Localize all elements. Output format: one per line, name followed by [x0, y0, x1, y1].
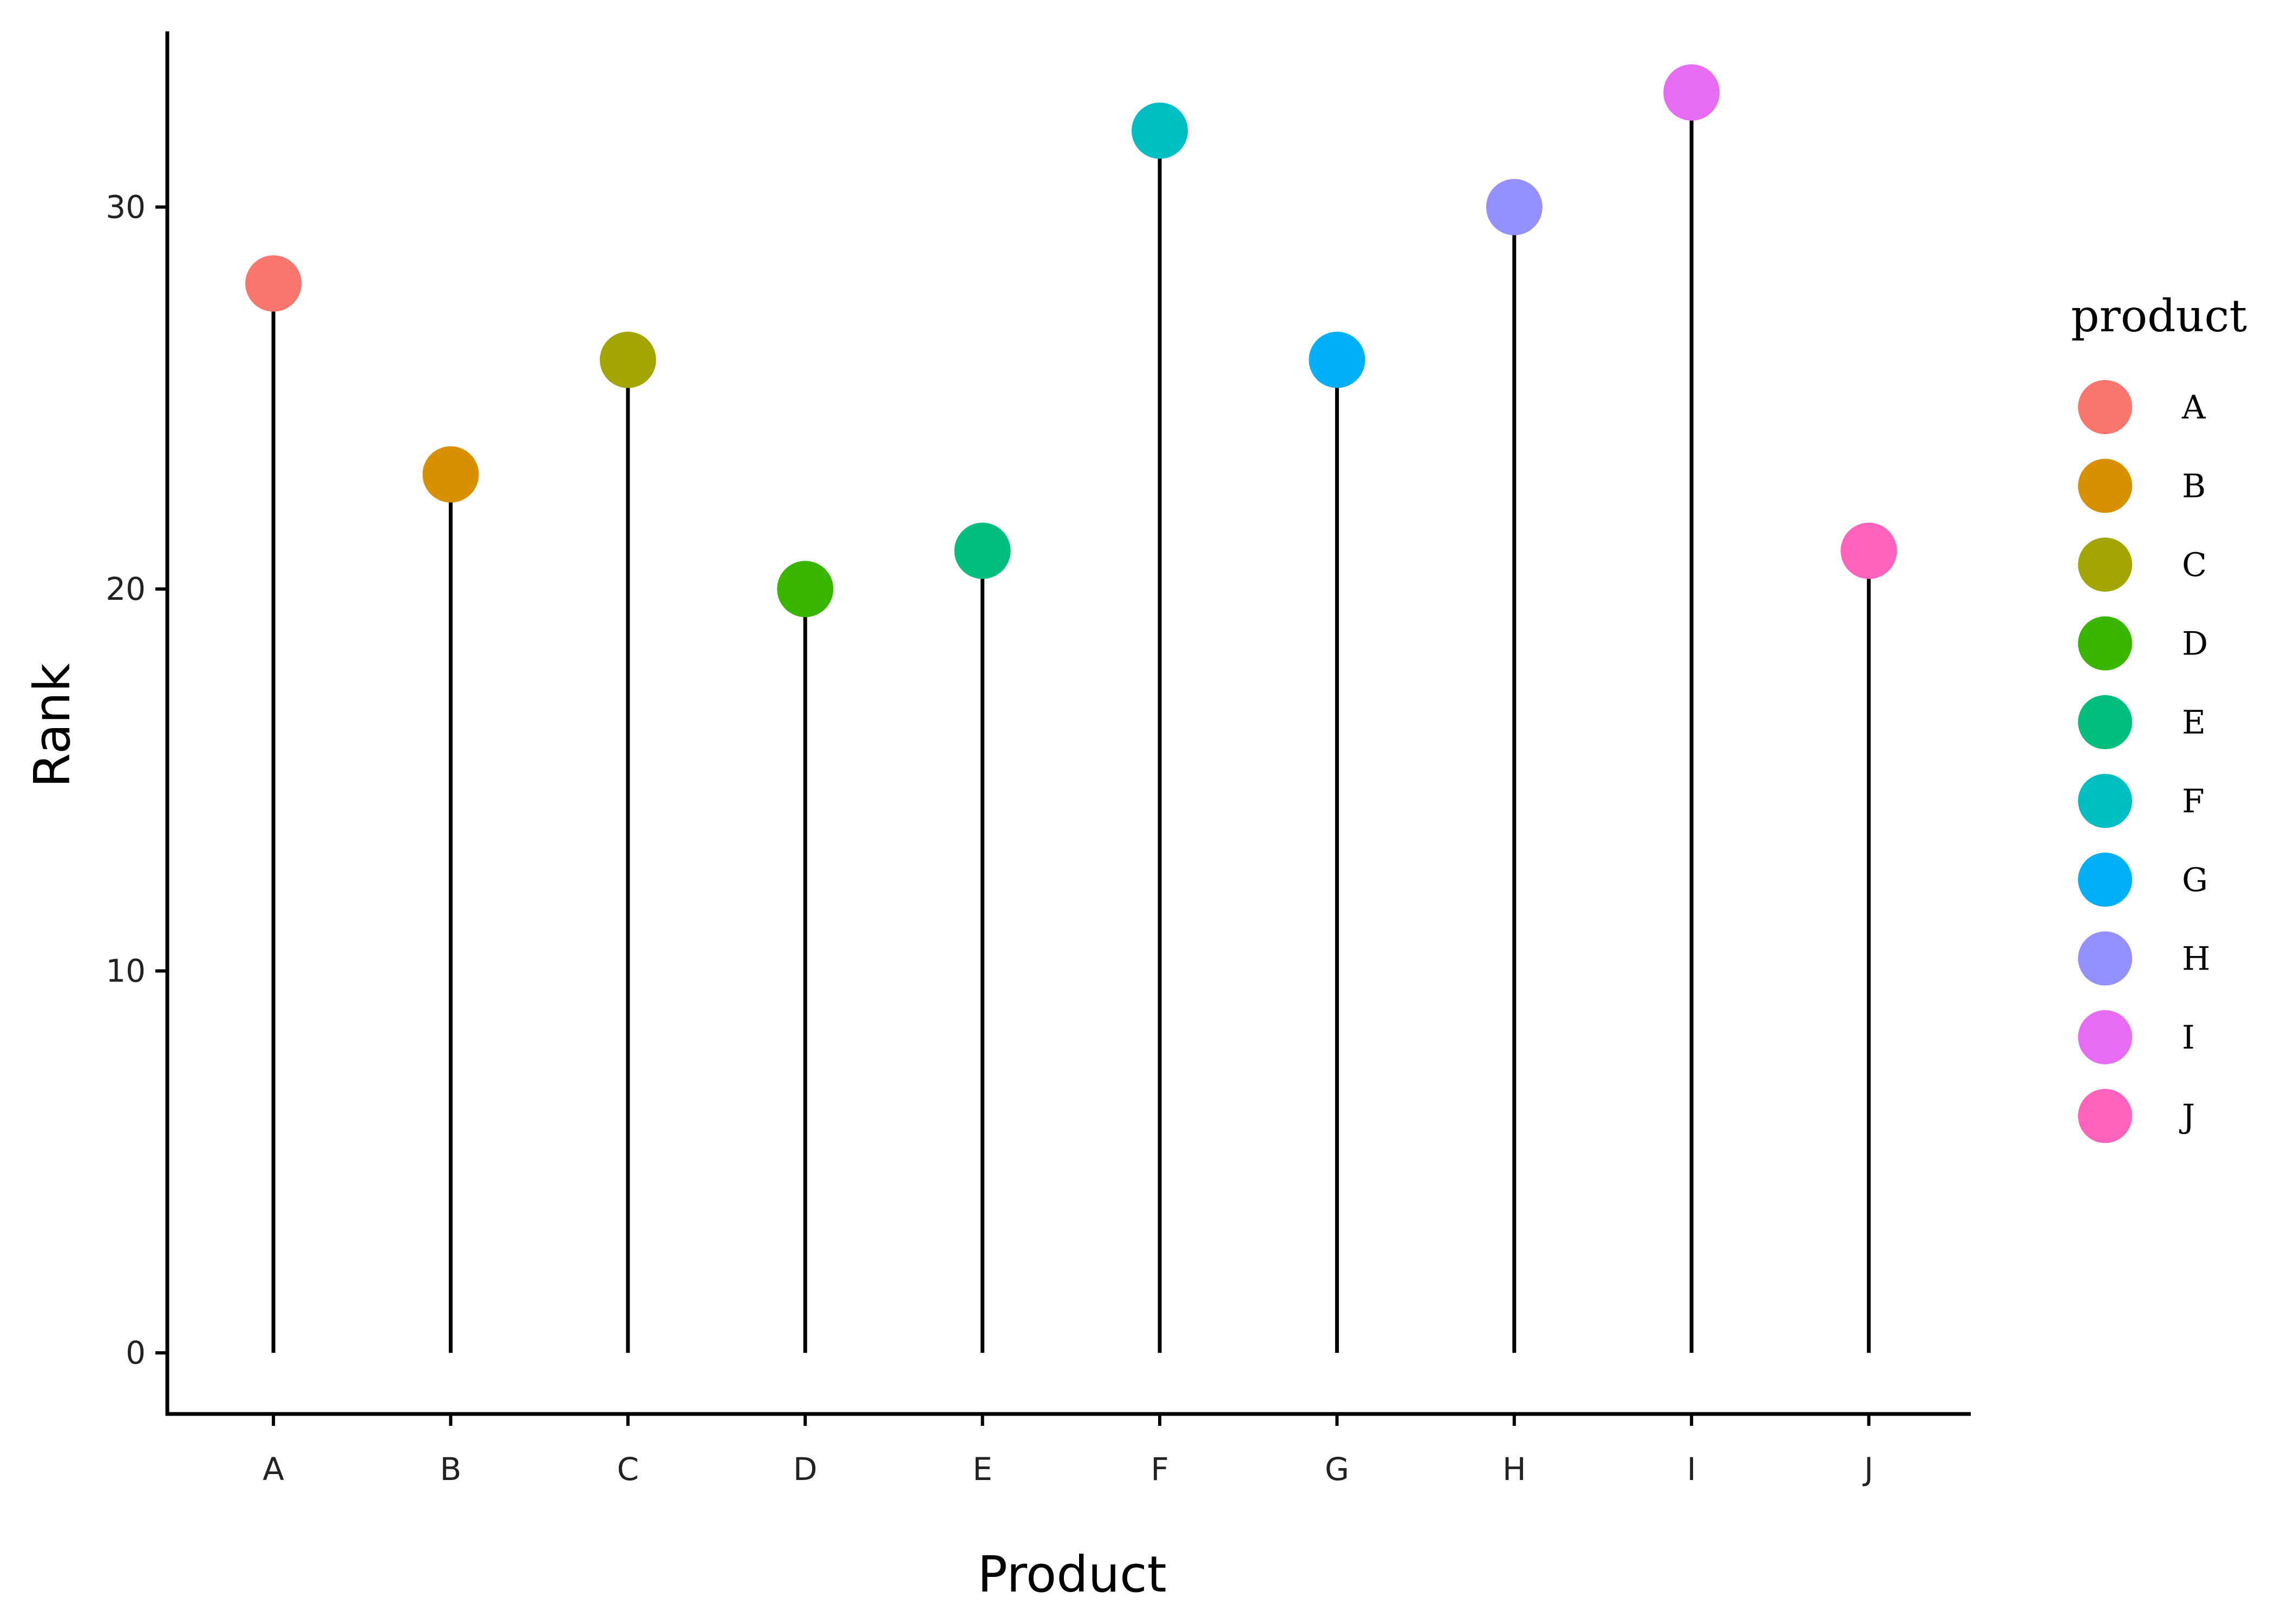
legend-label: D	[2182, 625, 2208, 663]
x-tick-label: G	[1325, 1451, 1349, 1488]
lollipop-point	[1132, 102, 1188, 159]
legend-label: B	[2182, 468, 2206, 506]
axes	[165, 31, 1971, 1416]
lollipop-point	[1486, 179, 1543, 235]
x-tick-label: H	[1502, 1451, 1526, 1488]
y-tick-label: 10	[106, 953, 146, 990]
x-tick-label: B	[440, 1451, 462, 1488]
legend-key	[2078, 931, 2132, 986]
legend-key	[2078, 1010, 2132, 1064]
lollipop-point	[422, 446, 479, 503]
tick-labels: 0 10 20 30 A B C D E F G H I J	[106, 189, 1873, 1488]
legend-key	[2078, 774, 2132, 828]
legend-key	[2078, 380, 2132, 434]
legend-label: F	[2182, 783, 2205, 821]
x-tick-label: E	[972, 1451, 992, 1488]
legend-key	[2078, 695, 2132, 749]
legend-key	[2078, 459, 2132, 513]
lollipop-point	[954, 522, 1011, 579]
legend-label: I	[2182, 1019, 2195, 1057]
lollipop-point	[1309, 331, 1365, 388]
legend-label: E	[2182, 704, 2206, 742]
lollipop-point	[1663, 64, 1720, 121]
legend-label: C	[2182, 546, 2207, 584]
y-tick-label: 20	[106, 571, 146, 607]
x-tick-label: D	[793, 1451, 818, 1488]
legend: product A B C D E F G H I J	[2071, 291, 2247, 1143]
x-axis-title: Product	[977, 1546, 1166, 1603]
legend-key	[2078, 853, 2132, 907]
x-tick-label: I	[1687, 1451, 1696, 1488]
legend-label: J	[2179, 1098, 2195, 1136]
lollipop-point	[1840, 522, 1897, 579]
y-tick-label: 0	[126, 1334, 146, 1371]
legend-key	[2078, 616, 2132, 671]
plot-area	[245, 64, 1897, 1353]
y-axis-title: Rank	[23, 663, 81, 788]
lollipop-point	[245, 255, 302, 312]
legend-key	[2078, 538, 2132, 592]
x-tick-label: A	[263, 1451, 284, 1488]
legend-label: A	[2181, 389, 2206, 427]
legend-label: G	[2182, 861, 2208, 899]
lollipop-point	[777, 561, 834, 618]
y-tick-label: 30	[106, 189, 146, 226]
x-tick-label: F	[1151, 1451, 1168, 1488]
legend-key	[2078, 1089, 2132, 1143]
x-tick-label: J	[1863, 1451, 1873, 1488]
legend-label: H	[2182, 940, 2210, 978]
lollipop-point	[599, 331, 656, 388]
x-tick-label: C	[617, 1451, 639, 1488]
legend-title: product	[2071, 291, 2247, 342]
